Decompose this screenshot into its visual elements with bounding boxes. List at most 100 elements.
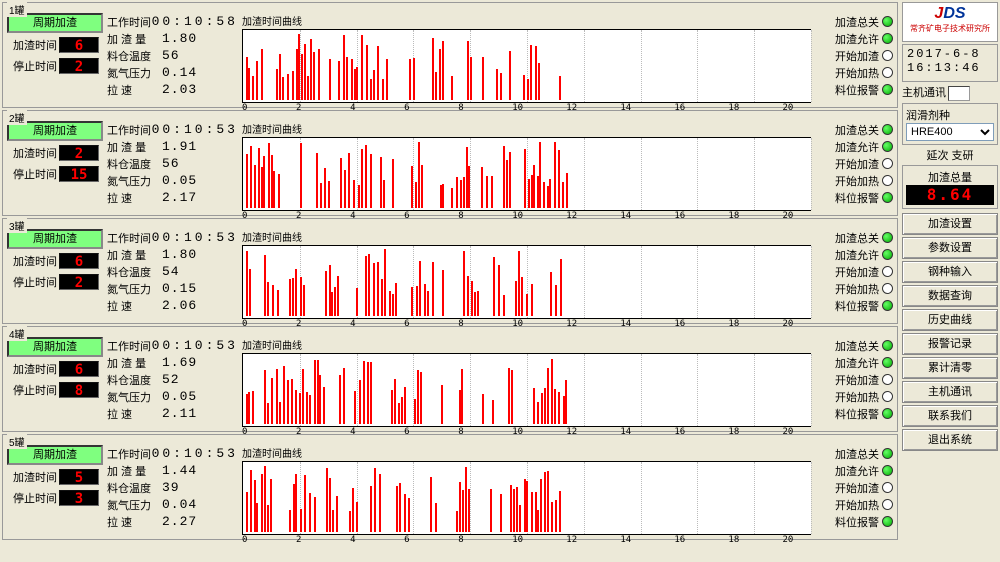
stat-label: 料仓温度 (107, 480, 162, 496)
status-label: 开始加热 (835, 497, 879, 513)
stop-time-led: 8 (59, 382, 99, 398)
logo-box: JDS 常齐矿电子技术研究所 (902, 2, 998, 42)
status-label: 加渣总关 (835, 122, 879, 138)
stat-label: 料仓温度 (107, 156, 162, 172)
side-button[interactable]: 历史曲线 (902, 309, 998, 331)
stop-time-label: 停止时间 (7, 490, 57, 506)
status-dot (882, 340, 893, 351)
status-dot (882, 448, 893, 459)
stat-label: 料仓温度 (107, 264, 162, 280)
stop-time-label: 停止时间 (7, 166, 57, 182)
status-label: 开始加热 (835, 65, 879, 81)
stat-label: 工作时间 (107, 14, 152, 30)
xtick: 4 (350, 535, 378, 545)
status-label: 加渣总关 (835, 14, 879, 30)
stat-label: 拉 速 (107, 190, 162, 206)
status-dot (882, 232, 893, 243)
chart-title: 加渣时间曲线 (242, 229, 811, 244)
stat-label: 拉 速 (107, 82, 162, 98)
side-button[interactable]: 加渣设置 (902, 213, 998, 235)
side-button[interactable]: 联系我们 (902, 405, 998, 427)
stat-value: 0.05 (162, 389, 197, 404)
stat-value: 54 (162, 264, 180, 279)
status-label: 加渣总关 (835, 230, 879, 246)
stat-label: 氮气压力 (107, 389, 162, 405)
status-dot (882, 465, 893, 476)
status-dot (882, 192, 893, 203)
add-time-led: 6 (59, 37, 99, 53)
status-label: 加渣总关 (835, 338, 879, 354)
xtick: 0 (242, 535, 270, 545)
side-button[interactable]: 退出系统 (902, 429, 998, 451)
status-dot (882, 175, 893, 186)
status-dot (882, 516, 893, 527)
status-label: 开始加热 (835, 173, 879, 189)
status-dot (882, 300, 893, 311)
stat-value: 0.05 (162, 173, 197, 188)
stat-value: 00:10:58 (152, 14, 238, 29)
tank-1: 1罐周期加渣加渣时间6停止时间2工作时间00:10:58加 渣 量1.80料仓温… (2, 2, 898, 108)
chart-title: 加渣时间曲线 (242, 13, 811, 28)
add-time-label: 加渣时间 (7, 361, 57, 377)
stat-label: 加 渣 量 (107, 463, 162, 479)
status-dot (882, 391, 893, 402)
stat-value: 0.14 (162, 65, 197, 80)
side-button[interactable]: 累计清零 (902, 357, 998, 379)
host-comm-row: 主机通讯 (902, 84, 998, 101)
chart-title: 加渣时间曲线 (242, 445, 811, 460)
status-label: 开始加渣 (835, 48, 879, 64)
stat-value: 00:10:53 (152, 122, 238, 137)
chart-title: 加渣时间曲线 (242, 337, 811, 352)
status-label: 加渣允许 (835, 139, 879, 155)
stat-value: 2.17 (162, 190, 197, 205)
seed-label: 润滑剂种 (906, 107, 994, 123)
stat-label: 拉 速 (107, 406, 162, 422)
side-button[interactable]: 报警记录 (902, 333, 998, 355)
stat-value: 1.91 (162, 139, 197, 154)
seed-dropdown[interactable]: HRE400 (906, 123, 994, 141)
chart-canvas (242, 137, 811, 211)
add-time-label: 加渣时间 (7, 37, 57, 53)
time-text: 16:13:46 (907, 61, 993, 75)
host-comm-input[interactable] (948, 86, 970, 101)
status-label: 开始加热 (835, 389, 879, 405)
xtick: 2 (296, 535, 324, 545)
stat-label: 加 渣 量 (107, 247, 162, 263)
stop-time-led: 15 (59, 166, 99, 182)
stat-label: 氮气压力 (107, 497, 162, 513)
total-label: 加渣总量 (906, 169, 994, 185)
status-dot (882, 16, 893, 27)
tank-title: 1罐 (7, 2, 27, 17)
tank-title: 2罐 (7, 110, 27, 125)
stop-time-led: 3 (59, 490, 99, 506)
stat-value: 1.44 (162, 463, 197, 478)
xtick: 14 (620, 535, 648, 545)
status-label: 加渣允许 (835, 31, 879, 47)
side-button[interactable]: 钢种输入 (902, 261, 998, 283)
stat-value: 00:10:53 (152, 230, 238, 245)
side-button[interactable]: 主机通讯 (902, 381, 998, 403)
stat-value: 2.03 (162, 82, 197, 97)
chart-canvas (242, 353, 811, 427)
uniform-label: 延次 支研 (902, 147, 998, 163)
brand-j: J (934, 5, 943, 22)
status-label: 开始加渣 (835, 264, 879, 280)
status-label: 料位报警 (835, 406, 879, 422)
host-comm-label: 主机通讯 (902, 87, 946, 99)
xtick: 6 (404, 535, 432, 545)
stat-value: 52 (162, 372, 180, 387)
stat-label: 工作时间 (107, 338, 152, 354)
stat-value: 0.04 (162, 497, 197, 512)
stat-label: 工作时间 (107, 122, 152, 138)
xtick: 16 (674, 535, 702, 545)
status-dot (882, 84, 893, 95)
stat-label: 氮气压力 (107, 173, 162, 189)
status-label: 开始加渣 (835, 156, 879, 172)
stat-label: 料仓温度 (107, 372, 162, 388)
side-button[interactable]: 参数设置 (902, 237, 998, 259)
status-label: 料位报警 (835, 190, 879, 206)
side-button[interactable]: 数据查询 (902, 285, 998, 307)
add-time-led: 6 (59, 253, 99, 269)
tank-title: 5罐 (7, 434, 27, 449)
status-dot (882, 124, 893, 135)
